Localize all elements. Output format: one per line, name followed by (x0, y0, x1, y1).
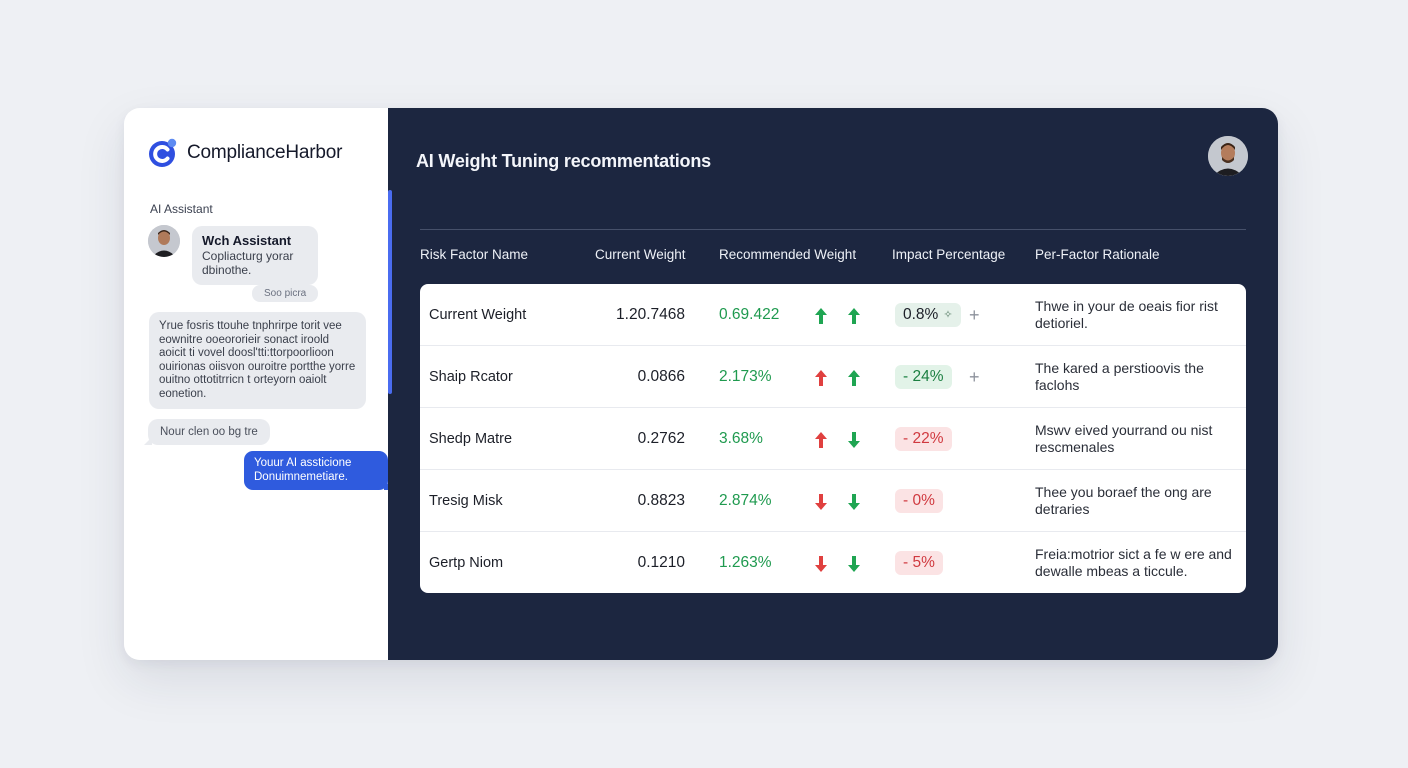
rationale-text: Mswv eived yourrand ou nist rescmenales (1035, 421, 1213, 455)
chat-message-short: Nour clen oo bg tre (144, 419, 270, 445)
table-row[interactable]: Tresig Misk 0.8823 2.874% - 0% Thee you … (420, 470, 1246, 532)
column-header-current-weight[interactable]: Current Weight (595, 247, 686, 262)
arrow-down-icon (847, 431, 861, 449)
arrow-up-icon (847, 307, 861, 325)
arrow-up-icon (847, 369, 861, 387)
table-row[interactable]: Shaip Rcator 0.0866 2.173% - 24% + The k… (420, 346, 1246, 408)
current-weight-value: 0.1210 (637, 554, 685, 571)
table-row[interactable]: Shedp Matre 0.2762 3.68% - 22% Mswv eive… (420, 408, 1246, 470)
main-panel: AI Weight Tuning recommentations Risk Fa… (388, 108, 1278, 660)
rationale-text: Thwe in your de oeais fior rist detiorie… (1035, 297, 1218, 331)
impact-badge: 0.8% ✧ (895, 302, 961, 327)
user-avatar-icon (1208, 136, 1248, 176)
column-header-recommended-weight[interactable]: Recommended Weight (719, 247, 857, 262)
arrow-down-icon (847, 493, 861, 511)
impact-badge: - 5% (895, 551, 943, 575)
arrow-down-icon (847, 555, 861, 573)
rationale-text: Freia:motrior sict a fe w ere and dewall… (1035, 546, 1232, 579)
table-header: Risk Factor Name Current Weight Recommen… (420, 247, 1246, 265)
chat-message-long: Yrue fosris ttouhe tnphrirpe torit vee e… (149, 312, 366, 409)
risk-factor-name: Current Weight (429, 306, 527, 323)
recommended-weight-value: 3.68% (719, 429, 763, 447)
user-avatar-button[interactable] (1208, 136, 1248, 176)
add-icon[interactable]: + (969, 366, 980, 387)
add-icon[interactable]: + (969, 304, 980, 325)
recommendations-table: Current Weight 1.20.7468 0.69.422 0.8% ✧… (420, 284, 1246, 593)
column-header-rationale[interactable]: Per-Factor Rationale (1035, 247, 1160, 262)
column-header-impact[interactable]: Impact Percentage (892, 247, 1006, 262)
risk-factor-name: Shedp Matre (429, 430, 513, 447)
section-label-ai-assistant: AI Assistant (150, 202, 213, 216)
brand-logo-icon (148, 138, 178, 168)
rationale-text: The kared a perstioovis the faclohs (1035, 359, 1204, 393)
chat-message-assistant: Wch Assistant Copliacturg yorar dbinothe… (192, 226, 318, 285)
impact-value: - 24% (903, 367, 944, 385)
impact-value: - 22% (903, 429, 944, 447)
risk-factor-name: Tresig Misk (429, 492, 503, 509)
recommended-weight-value: 0.69.422 (719, 305, 780, 323)
table-row[interactable]: Current Weight 1.20.7468 0.69.422 0.8% ✧… (420, 284, 1246, 346)
chat-message-meta: Soo picra (252, 285, 319, 302)
arrow-up-icon (814, 431, 828, 449)
risk-factor-name: Shaip Rcator (429, 368, 513, 385)
sparkle-icon: ✧ (943, 309, 953, 321)
impact-value: 0.8% (903, 305, 939, 323)
page-title: AI Weight Tuning recommentations (416, 151, 711, 171)
arrow-up-icon (814, 307, 828, 325)
impact-badge: - 22% (895, 426, 952, 451)
app-window: ComplianceHarbor AI Assistant Wch Assist… (124, 108, 1278, 660)
brand[interactable]: ComplianceHarbor (148, 138, 342, 168)
impact-value: - 0% (903, 491, 935, 509)
impact-badge: - 24% (895, 364, 952, 389)
risk-factor-name: Gertp Niom (429, 555, 504, 571)
arrow-down-icon (814, 493, 828, 511)
brand-name: ComplianceHarbor (187, 142, 343, 163)
table-row[interactable]: Gertp Niom 0.1210 1.263% - 5% Freia:motr… (420, 532, 1246, 593)
recommended-weight-value: 2.874% (719, 491, 772, 509)
current-weight-value: 0.8823 (637, 491, 685, 509)
arrow-down-icon (814, 555, 828, 573)
rationale-text: Thee you boraef the ong are detraries (1035, 483, 1212, 517)
current-weight-value: 0.2762 (637, 429, 685, 447)
recommended-weight-value: 1.263% (719, 554, 772, 571)
recommended-weight-value: 2.173% (719, 367, 772, 385)
arrow-up-icon (814, 369, 828, 387)
chat-message-text: Copliacturg yorar dbinothe. (202, 249, 294, 277)
user-avatar-icon (148, 225, 180, 257)
header-divider (420, 229, 1246, 230)
column-header-risk-factor[interactable]: Risk Factor Name (420, 247, 529, 262)
current-weight-value: 1.20.7468 (616, 305, 685, 323)
assistant-sidebar: ComplianceHarbor AI Assistant Wch Assist… (124, 108, 394, 660)
assistant-avatar (148, 225, 180, 257)
chat-sender-name: Wch Assistant (202, 233, 292, 248)
impact-badge: - 0% (895, 488, 943, 513)
current-weight-value: 0.0866 (637, 367, 685, 385)
impact-value: - 5% (903, 554, 935, 571)
resize-handle[interactable] (388, 190, 392, 394)
chat-message-user: Youur AI assticione Donuimnemetiare. (244, 451, 394, 490)
